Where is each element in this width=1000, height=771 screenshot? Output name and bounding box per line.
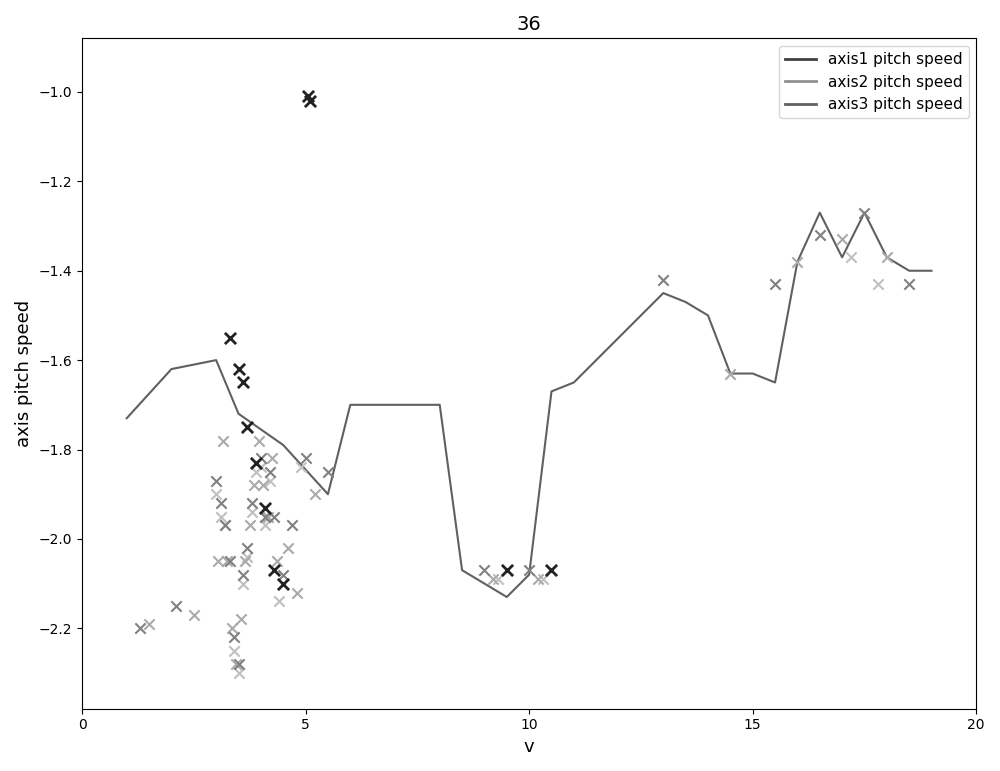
- Point: [307, 488, 323, 500]
- Point: [132, 622, 148, 635]
- Point: [302, 95, 318, 107]
- Point: [262, 475, 278, 487]
- Point: [320, 466, 336, 478]
- Point: [722, 367, 738, 379]
- Point: [300, 90, 316, 103]
- Point: [298, 453, 314, 465]
- X-axis label: v: v: [524, 738, 534, 756]
- Point: [251, 434, 267, 446]
- Y-axis label: axis pitch speed: axis pitch speed: [15, 300, 33, 447]
- Point: [213, 510, 229, 523]
- Point: [266, 564, 282, 577]
- Point: [226, 631, 242, 643]
- Point: [248, 456, 264, 469]
- Point: [901, 278, 917, 291]
- Point: [239, 421, 255, 433]
- Point: [186, 608, 202, 621]
- Point: [271, 595, 287, 608]
- Point: [535, 573, 551, 585]
- Point: [812, 229, 828, 241]
- Point: [266, 510, 282, 523]
- Point: [217, 520, 233, 532]
- Point: [262, 466, 278, 478]
- Point: [476, 564, 492, 577]
- Point: [655, 274, 671, 286]
- Point: [284, 520, 300, 532]
- Point: [257, 501, 273, 513]
- Point: [217, 520, 233, 532]
- Point: [233, 613, 249, 625]
- Point: [260, 510, 276, 523]
- Point: [856, 207, 872, 219]
- Point: [231, 667, 247, 679]
- Point: [231, 363, 247, 375]
- Point: [485, 573, 501, 585]
- Point: [244, 497, 260, 510]
- Point: [235, 376, 251, 389]
- Point: [235, 568, 251, 581]
- Point: [834, 234, 850, 246]
- Point: [530, 573, 546, 585]
- Point: [264, 453, 280, 465]
- Point: [244, 506, 260, 518]
- Point: [235, 577, 251, 590]
- Point: [253, 461, 269, 473]
- Point: [255, 479, 271, 491]
- Point: [293, 461, 309, 473]
- Point: [215, 434, 231, 446]
- Point: [141, 618, 157, 630]
- Point: [213, 497, 229, 510]
- Point: [228, 658, 244, 670]
- Point: [248, 466, 264, 478]
- Point: [242, 520, 258, 532]
- Point: [280, 542, 296, 554]
- Point: [219, 555, 235, 567]
- Point: [843, 251, 859, 264]
- Point: [231, 658, 247, 670]
- Point: [767, 278, 783, 291]
- Point: [246, 479, 262, 491]
- Point: [499, 564, 515, 577]
- Point: [237, 555, 253, 567]
- Point: [870, 278, 886, 291]
- Point: [490, 573, 506, 585]
- Point: [224, 622, 240, 635]
- Point: [257, 520, 273, 532]
- Point: [289, 587, 305, 599]
- Point: [208, 488, 224, 500]
- Point: [789, 256, 805, 268]
- Point: [248, 456, 264, 469]
- Point: [222, 332, 238, 344]
- Point: [543, 564, 559, 577]
- Point: [239, 550, 255, 563]
- Point: [275, 577, 291, 590]
- Point: [210, 555, 226, 567]
- Point: [208, 475, 224, 487]
- Point: [879, 251, 895, 264]
- Legend: axis1 pitch speed, axis2 pitch speed, axis3 pitch speed: axis1 pitch speed, axis2 pitch speed, ax…: [779, 46, 969, 119]
- Point: [239, 542, 255, 554]
- Point: [253, 453, 269, 465]
- Point: [257, 510, 273, 523]
- Point: [521, 564, 537, 577]
- Point: [269, 555, 285, 567]
- Point: [222, 555, 238, 567]
- Point: [275, 568, 291, 581]
- Point: [168, 600, 184, 612]
- Point: [226, 645, 242, 657]
- Title: 36: 36: [517, 15, 542, 34]
